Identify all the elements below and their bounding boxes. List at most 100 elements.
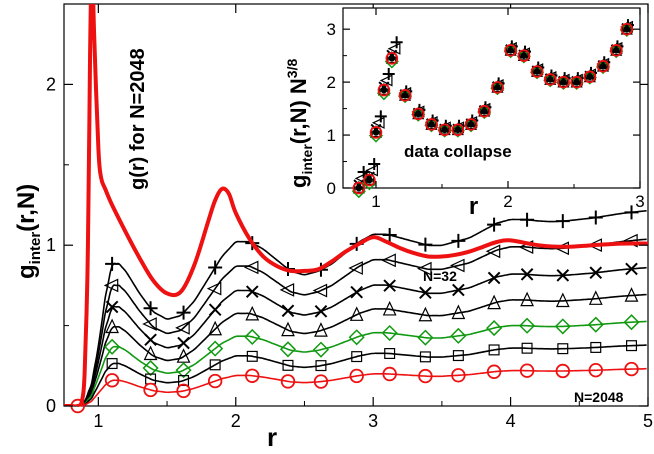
series-marker-n-128: [520, 268, 534, 281]
series-marker-n-64: [103, 278, 119, 293]
series-marker-n-512: [587, 316, 604, 333]
main-series-group: [70, 205, 647, 414]
series-marker-n-256: [208, 320, 223, 336]
series-marker-n-64: [279, 283, 295, 297]
series-line-n-256: [77, 293, 647, 407]
series-marker-n-64: [485, 244, 501, 259]
inset-marker-square: [505, 45, 516, 56]
inset-ylabel-tail: (r,N) N: [286, 78, 311, 144]
series-marker-n-512: [450, 327, 467, 344]
inset-marker-filled-circle: [467, 121, 475, 128]
inset-ylabel-main: g: [286, 175, 311, 188]
inset-marker-filled-circle: [372, 129, 380, 136]
series-marker-n-32: [418, 237, 433, 252]
inset-background: [343, 8, 640, 188]
inset-ylabel-sup: 3/8: [284, 59, 300, 79]
inset-marker-filled-circle: [560, 78, 567, 86]
series-marker-n-32: [105, 256, 120, 271]
series-marker-n-2048: [588, 363, 603, 378]
series-marker-n-1024: [419, 351, 431, 363]
series-marker-n-64: [243, 260, 259, 275]
main-y-tick-label: 2: [46, 74, 56, 94]
inset-marker-filled-circle: [355, 184, 363, 192]
gr-curve-group: [64, 4, 648, 406]
inset-marker-square: [492, 82, 503, 93]
series-marker-n-1024: [315, 360, 327, 372]
series-marker-n-1024: [626, 340, 638, 352]
inset-marker-circle: [517, 49, 531, 62]
inset-marker-plus: [368, 158, 381, 171]
series-marker-n-32: [520, 212, 535, 227]
main-ticks-group: 1 2 3 4 5 0 1 2: [46, 4, 653, 431]
series-marker-n-512: [623, 314, 640, 331]
series-marker-n-128: [144, 333, 157, 347]
n2048-label: N=2048: [574, 389, 624, 405]
series-marker-n-256: [588, 290, 603, 305]
series-marker-n-32: [588, 210, 603, 225]
main-x-tick-label: 3: [368, 411, 378, 431]
series-marker-n-128: [245, 285, 259, 298]
inset-marker-square: [611, 45, 622, 56]
series-marker-n-1024: [590, 341, 602, 353]
series-marker-n-128: [314, 305, 328, 318]
inset-marker-plus: [374, 110, 387, 123]
main-ylabel-sub: inter: [27, 232, 44, 265]
inset-points-group: [351, 19, 634, 199]
inset-marker-square: [466, 119, 476, 130]
inset-marker-square: [379, 85, 389, 95]
series-marker-n-512: [142, 359, 159, 377]
inset-marker-square: [479, 106, 490, 117]
inset-marker-filled-circle: [494, 84, 501, 91]
inset-marker-circle: [369, 126, 383, 139]
series-marker-n-2048: [104, 373, 120, 388]
main-x-tick-label: 2: [231, 411, 241, 431]
series-marker-n-128: [281, 304, 295, 318]
series-marker-n-64: [312, 283, 328, 298]
series-marker-n-32: [382, 228, 397, 243]
series-marker-n-2048: [451, 368, 466, 383]
inset-marker-filled-circle: [623, 25, 631, 33]
inset-marker-square: [532, 66, 542, 77]
inset-marker-square: [364, 175, 375, 185]
inset-marker-square: [426, 119, 437, 130]
inset-marker-filled-circle: [380, 86, 388, 94]
series-marker-n-1024: [209, 359, 221, 371]
inset-marker-filled-circle: [454, 126, 462, 134]
series-marker-n-32: [487, 217, 502, 232]
main-x-tick-label: 5: [643, 411, 653, 431]
inset-marker-circle: [491, 81, 504, 94]
series-line-n-128: [77, 266, 647, 407]
inset-y-tick-label: 2: [327, 73, 336, 92]
series-marker-n-128: [350, 285, 363, 299]
series-marker-n-1024: [521, 342, 533, 354]
main-y-tick-label: 1: [46, 235, 56, 255]
series-marker-n-256: [105, 318, 119, 334]
series-marker-n-64: [449, 258, 465, 273]
main-y-axis-title: ginter(r,N): [13, 184, 44, 279]
series-marker-n-256: [487, 294, 501, 310]
inset-marker-circle: [609, 44, 623, 57]
series-marker-n-128: [177, 336, 190, 350]
series-marker-n-2048: [280, 374, 296, 389]
inset-marker-square: [413, 109, 424, 119]
gr-curve-line: [64, 4, 648, 406]
inset-marker-circle: [425, 118, 438, 131]
series-marker-n-256: [245, 305, 260, 321]
inset-marker-circle: [377, 83, 391, 97]
inset-marker-circle: [352, 181, 366, 195]
series-marker-n-2048: [176, 383, 191, 399]
gr-curve-label: g(r) for N=2048: [127, 48, 149, 190]
inset-x-tick-label: 2: [503, 192, 512, 211]
inset-marker-circle: [385, 51, 399, 65]
inset-ylabel-sub: inter: [299, 144, 315, 175]
series-marker-n-128: [383, 279, 396, 292]
series-marker-n-32: [451, 233, 466, 248]
inset-marker-circle: [438, 123, 451, 137]
series-marker-n-256: [349, 306, 364, 321]
inset-marker-filled-circle: [573, 78, 580, 86]
series-marker-n-512: [486, 320, 503, 337]
series-marker-n-32: [555, 214, 570, 229]
main-plot-frame: [63, 3, 649, 407]
series-marker-n-2048: [519, 363, 535, 378]
inset-marker-square: [400, 90, 410, 101]
